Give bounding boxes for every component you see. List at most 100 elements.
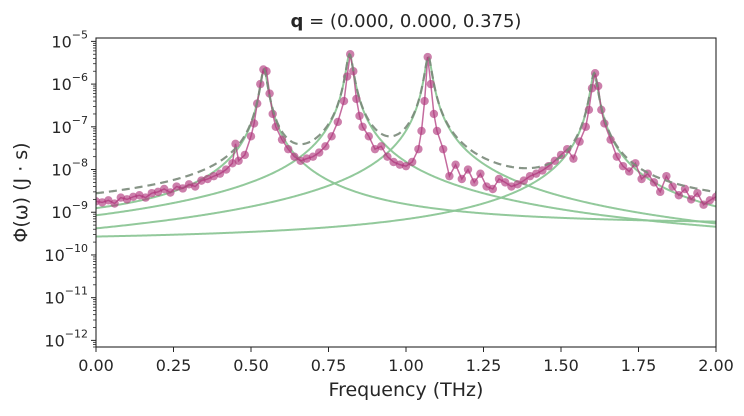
- data-point: [674, 191, 683, 200]
- data-point: [417, 126, 426, 136]
- y-tick-label: 10−6: [51, 71, 88, 94]
- data-point: [575, 137, 584, 146]
- y-tick-base: 10: [44, 289, 64, 308]
- data-point: [191, 182, 200, 191]
- data-point: [429, 109, 439, 119]
- y-tick-exponent: −8: [72, 157, 88, 170]
- data-point: [494, 174, 504, 184]
- data-point: [265, 89, 274, 98]
- data-point: [519, 176, 528, 185]
- chart-title-bold: q: [291, 11, 304, 32]
- mode-curves-group: [96, 53, 716, 238]
- x-tick-label: 2.00: [698, 356, 734, 375]
- data-point: [501, 178, 510, 187]
- mode-curve-3: [96, 56, 716, 230]
- data-point: [637, 174, 646, 184]
- data-point: [705, 196, 714, 205]
- data-point: [451, 160, 460, 169]
- y-tick-label: 10−9: [51, 199, 88, 222]
- data-point: [513, 180, 522, 189]
- data-point: [141, 193, 150, 202]
- axes-group: 0.00 0.25 0.50 0.75 1.00 1.25 1.50 1.75 2.0010−1…: [44, 28, 733, 375]
- data-point: [711, 192, 716, 201]
- x-axis-label: Frequency (THz): [329, 379, 484, 401]
- y-tick-base: 10: [44, 246, 64, 265]
- data-point: [612, 152, 621, 161]
- x-tick-label: 0.50: [233, 356, 269, 375]
- x-tick-label: 0.00: [78, 356, 114, 375]
- data-point: [687, 195, 696, 204]
- data-point: [327, 132, 336, 141]
- data-point: [333, 117, 342, 127]
- data-point: [693, 188, 702, 198]
- y-tick-exponent: −12: [65, 327, 88, 340]
- y-tick-exponent: −10: [65, 242, 88, 255]
- x-tick-label: 1.75: [621, 356, 657, 375]
- y-tick-label: 10−11: [44, 285, 88, 308]
- data-point: [364, 132, 373, 141]
- data-point: [532, 169, 541, 178]
- data-point: [240, 150, 249, 160]
- y-tick-exponent: −6: [72, 71, 88, 84]
- data-point: [476, 169, 485, 178]
- y-axis-label: Φ(ω) (J · s): [10, 142, 32, 242]
- data-point: [231, 139, 240, 149]
- fit-curve-group: [96, 52, 716, 195]
- data-point: [321, 142, 330, 151]
- data-point: [538, 166, 547, 175]
- y-tick-base: 10: [51, 118, 71, 137]
- data-point: [110, 199, 119, 208]
- y-tick-base: 10: [44, 331, 64, 350]
- data-point: [277, 135, 287, 144]
- data-point: [656, 187, 665, 197]
- x-tick-label: 1.00: [388, 356, 424, 375]
- data-point: [408, 157, 417, 167]
- data-point: [339, 96, 349, 106]
- data-point: [166, 188, 175, 197]
- data-point: [463, 165, 473, 174]
- data-point: [284, 144, 293, 154]
- y-tick-label: 10−8: [51, 157, 88, 180]
- data-series-group: [96, 50, 716, 209]
- y-tick-label: 10−12: [44, 327, 88, 350]
- y-tick-label: 10−7: [51, 114, 88, 137]
- data-point: [414, 144, 423, 154]
- data-point: [600, 119, 609, 128]
- y-tick-base: 10: [51, 75, 71, 94]
- data-point: [432, 126, 442, 136]
- data-point: [315, 148, 324, 157]
- y-tick-base: 10: [51, 161, 71, 180]
- data-point: [439, 144, 448, 154]
- y-tick-exponent: −5: [72, 28, 88, 41]
- x-tick-label: 0.75: [311, 356, 347, 375]
- chart-title: q = (0.000, 0.000, 0.375): [291, 11, 522, 32]
- y-tick-exponent: −7: [72, 114, 88, 127]
- data-point: [358, 122, 367, 132]
- x-tick-label: 0.25: [156, 356, 192, 375]
- y-tick-label: 10−10: [44, 242, 88, 265]
- data-point: [662, 171, 671, 181]
- data-point: [222, 165, 231, 174]
- data-point: [625, 167, 634, 176]
- data-point: [383, 152, 392, 161]
- data-point: [420, 96, 429, 106]
- y-tick-base: 10: [51, 203, 71, 222]
- x-tick-label: 1.50: [543, 356, 579, 375]
- data-point: [618, 161, 628, 171]
- data-point: [457, 174, 466, 184]
- data-point: [649, 178, 659, 187]
- fit-curve: [96, 52, 716, 195]
- data-point: [268, 109, 277, 119]
- data-point: [445, 171, 454, 181]
- data-point: [699, 200, 708, 209]
- data-point: [234, 156, 243, 166]
- data-point: [256, 79, 265, 89]
- data-point: [290, 152, 299, 161]
- data-point: [355, 111, 364, 121]
- data-point: [246, 132, 256, 141]
- data-point: [426, 79, 435, 89]
- data-point: [581, 122, 590, 132]
- chart-title-rest: = (0.000, 0.000, 0.375): [303, 11, 521, 32]
